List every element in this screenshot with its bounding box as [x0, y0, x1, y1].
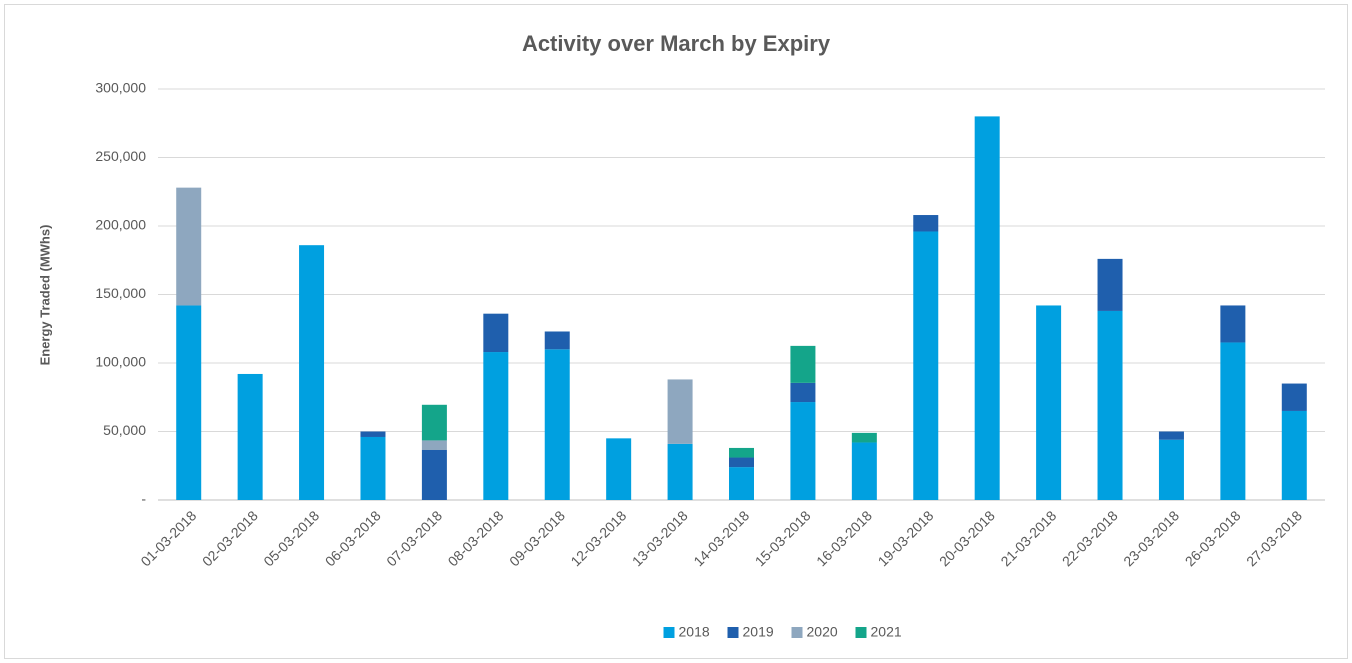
bar-segment: [667, 379, 693, 444]
y-tick-label: 50,000: [103, 422, 146, 438]
bar-segment: [851, 442, 877, 500]
y-tick-label: 300,000: [95, 80, 146, 96]
bar-segment: [176, 305, 202, 500]
y-tick-label: -: [141, 491, 146, 507]
bar-segment: [1220, 342, 1246, 500]
bar-segment: [667, 443, 693, 500]
legend-label: 2021: [871, 624, 902, 640]
chart-title: Activity over March by Expiry: [522, 31, 831, 56]
bar-segment: [606, 438, 632, 500]
bar-segment: [1097, 310, 1123, 500]
y-tick-label: 200,000: [95, 217, 146, 233]
bar-segment: [729, 447, 754, 458]
bar-segment: [1220, 305, 1246, 343]
bar-segment: [483, 352, 509, 500]
bar-segment: [421, 404, 447, 441]
bar-segment: [360, 431, 386, 437]
bar-segment: [1158, 431, 1184, 440]
bar-segment: [790, 402, 816, 500]
bar-segment: [1036, 305, 1062, 500]
y-axis-title: Energy Traded (MWhs): [37, 225, 52, 366]
bar-segment: [851, 432, 877, 443]
bar-segment: [913, 231, 939, 501]
legend-label: 2018: [679, 624, 710, 640]
chart-border: [4, 4, 1348, 659]
bar-segment: [913, 215, 939, 232]
bar-segment: [974, 116, 1000, 501]
bar-segment: [237, 373, 263, 500]
y-tick-label: 150,000: [95, 285, 146, 301]
bar-segment: [790, 345, 816, 383]
bar-segment: [360, 436, 386, 500]
bar-segment: [299, 245, 325, 500]
y-tick-label: 250,000: [95, 148, 146, 164]
bar-segment: [421, 449, 447, 500]
bar-segment: [544, 349, 570, 500]
legend-label: 2020: [807, 624, 838, 640]
bar-segment: [1281, 410, 1307, 500]
bar-segment: [421, 440, 447, 450]
y-tick-label: 100,000: [95, 354, 146, 370]
bar-segment: [483, 313, 509, 353]
bar-segment: [176, 187, 202, 306]
legend-swatch: [855, 627, 867, 638]
legend-swatch: [663, 627, 675, 638]
bar-segment: [790, 382, 816, 403]
legend-swatch: [727, 627, 739, 638]
bar-segment: [1281, 383, 1307, 411]
bar-segment: [1097, 258, 1123, 311]
legend-swatch: [791, 627, 803, 638]
bar-segment: [544, 331, 570, 350]
bar-segment: [729, 457, 754, 468]
bar-segment: [1158, 439, 1184, 500]
legend-label: 2019: [743, 624, 774, 640]
bar-segment: [729, 467, 754, 500]
